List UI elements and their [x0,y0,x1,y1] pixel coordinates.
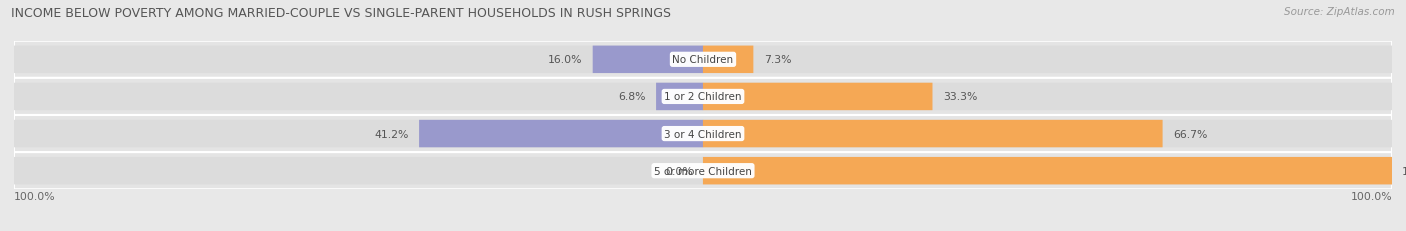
Text: 100.0%: 100.0% [1402,166,1406,176]
FancyBboxPatch shape [703,83,1392,111]
FancyBboxPatch shape [703,120,1392,148]
FancyBboxPatch shape [703,46,1392,74]
Text: INCOME BELOW POVERTY AMONG MARRIED-COUPLE VS SINGLE-PARENT HOUSEHOLDS IN RUSH SP: INCOME BELOW POVERTY AMONG MARRIED-COUPL… [11,7,671,20]
FancyBboxPatch shape [419,120,703,148]
Text: No Children: No Children [672,55,734,65]
FancyBboxPatch shape [703,83,932,111]
Text: 0.0%: 0.0% [665,166,693,176]
FancyBboxPatch shape [14,120,703,148]
Text: 6.8%: 6.8% [619,92,645,102]
FancyBboxPatch shape [703,157,1392,185]
Text: 100.0%: 100.0% [1350,191,1392,201]
FancyBboxPatch shape [14,157,703,185]
Text: 16.0%: 16.0% [548,55,582,65]
Text: 1 or 2 Children: 1 or 2 Children [664,92,742,102]
FancyBboxPatch shape [14,46,703,74]
FancyBboxPatch shape [14,79,1392,116]
Legend: Married Couples, Single Parents: Married Couples, Single Parents [591,227,815,231]
FancyBboxPatch shape [14,152,1392,189]
Text: 100.0%: 100.0% [14,191,56,201]
FancyBboxPatch shape [703,46,754,74]
FancyBboxPatch shape [593,46,703,74]
FancyBboxPatch shape [14,83,703,111]
FancyBboxPatch shape [14,116,1392,152]
Text: 5 or more Children: 5 or more Children [654,166,752,176]
Text: 3 or 4 Children: 3 or 4 Children [664,129,742,139]
Text: 41.2%: 41.2% [374,129,409,139]
Text: 66.7%: 66.7% [1173,129,1208,139]
FancyBboxPatch shape [703,157,1392,185]
Text: Source: ZipAtlas.com: Source: ZipAtlas.com [1284,7,1395,17]
Text: 33.3%: 33.3% [943,92,977,102]
Text: 7.3%: 7.3% [763,55,792,65]
FancyBboxPatch shape [14,42,1392,79]
FancyBboxPatch shape [657,83,703,111]
FancyBboxPatch shape [703,120,1163,148]
